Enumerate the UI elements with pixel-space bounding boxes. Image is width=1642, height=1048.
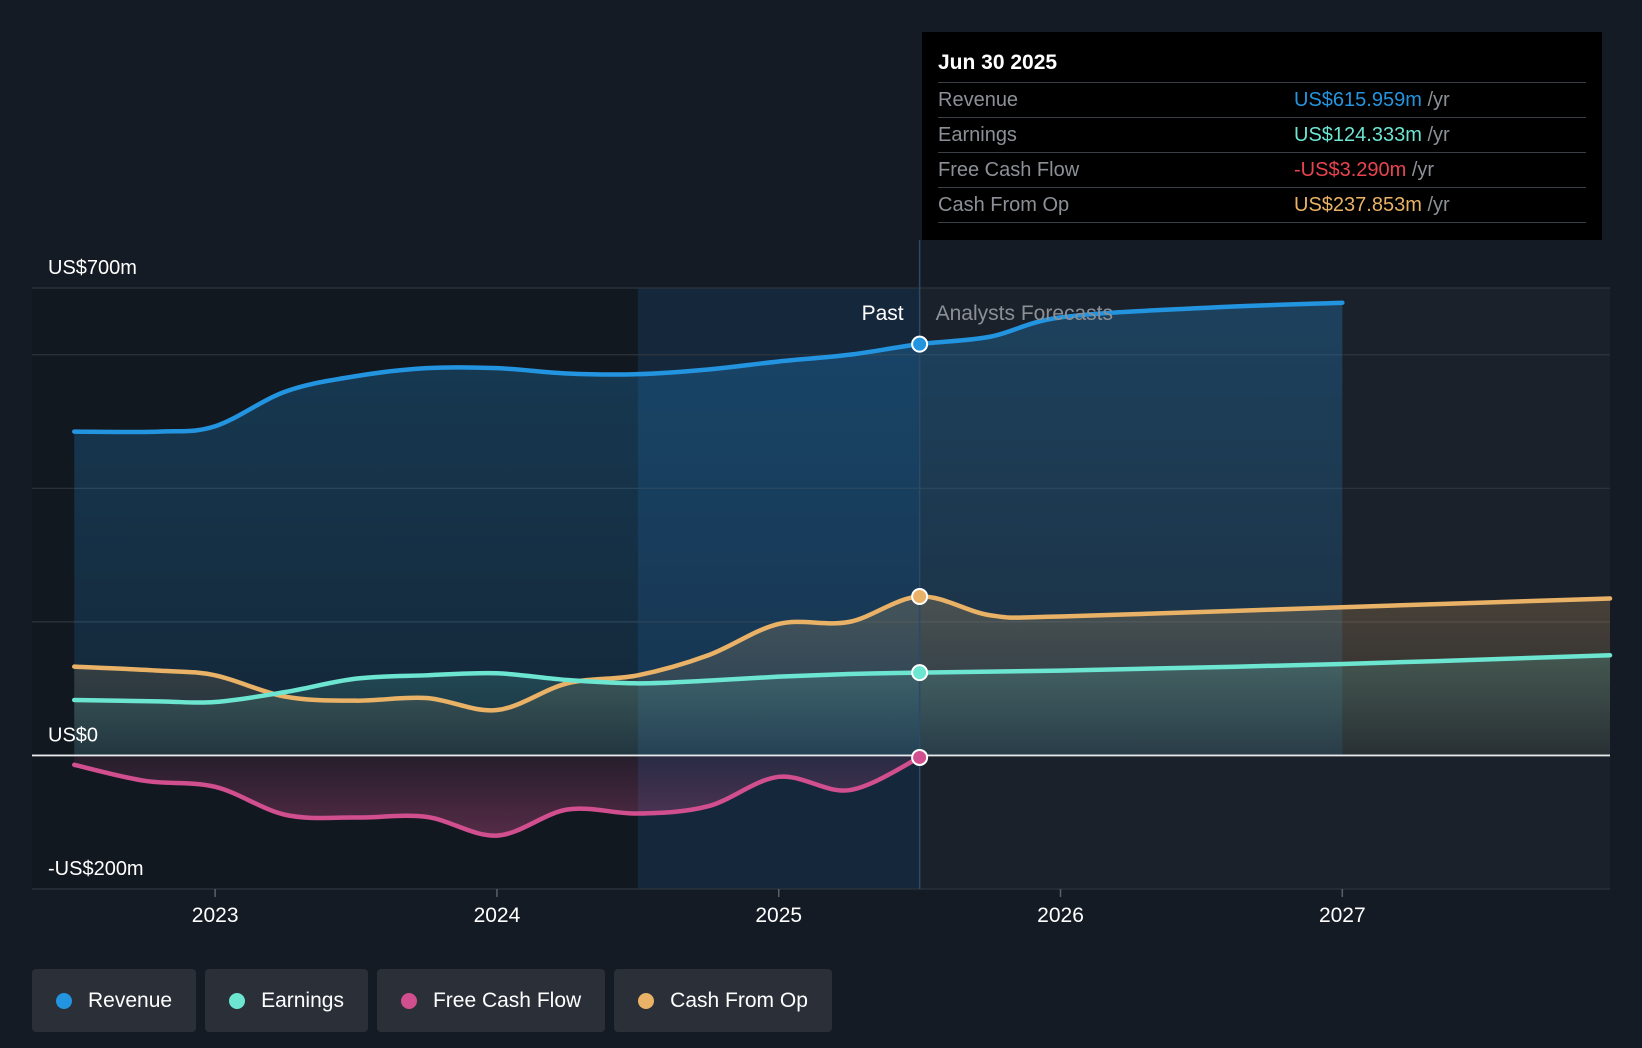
marker-free-cash-flow: [911, 748, 929, 766]
tooltip-label: Revenue: [938, 89, 1019, 111]
y-axis-label: US$700m: [48, 257, 137, 279]
forecast-label: Analysts Forecasts: [936, 302, 1113, 325]
tooltip-unit: /yr: [1411, 159, 1435, 181]
tooltip-value: US$615.959m: [1294, 89, 1422, 111]
past-label: Past: [862, 302, 904, 325]
area-free-cash-flow: [74, 755, 920, 836]
y-axis-label: -US$200m: [48, 858, 144, 880]
y-axis-label: US$0: [48, 724, 98, 746]
tooltip-row-cash-from-op: Cash From Op US$237.853m /yr: [938, 188, 1586, 223]
area-earnings: [74, 655, 1611, 756]
tooltip-row-free-cash-flow: Free Cash Flow -US$3.290m /yr: [938, 153, 1586, 188]
tooltip-label: Cash From Op: [938, 194, 1070, 216]
x-axis-label: 2023: [192, 904, 239, 927]
x-axis-label: 2027: [1319, 904, 1366, 927]
tooltip-value: US$124.333m: [1294, 124, 1422, 146]
x-axis-label: 2025: [755, 904, 802, 927]
series-line-cash-from-op: [72, 594, 1613, 713]
legend-label: Earnings: [261, 988, 344, 1012]
legend-item-earnings[interactable]: Earnings: [205, 969, 368, 1032]
tooltip-label: Earnings: [938, 124, 1017, 146]
legend-dot-icon: [56, 992, 72, 1009]
tooltip-value: US$237.853m: [1294, 194, 1422, 216]
tooltip-row-earnings: Earnings US$124.333m /yr: [938, 118, 1586, 153]
legend-dot-icon: [638, 992, 655, 1009]
legend-label: Free Cash Flow: [432, 988, 582, 1012]
tooltip: Jun 30 2025 Revenue US$615.959m /yr Earn…: [922, 32, 1602, 240]
legend-item-cash-from-op[interactable]: Cash From Op: [614, 969, 832, 1032]
legend-dot-icon: [400, 992, 417, 1009]
marker-cash-from-op: [911, 588, 929, 606]
x-axis-label: 2026: [1037, 904, 1084, 927]
legend-label: Revenue: [88, 988, 173, 1012]
tooltip-date: Jun 30 2025: [938, 48, 1586, 83]
legend: Revenue Earnings Free Cash Flow Cash Fro…: [32, 969, 832, 1032]
tooltip-row-revenue: Revenue US$615.959m /yr: [938, 83, 1586, 118]
tooltip-unit: /yr: [1427, 194, 1450, 216]
series-line-earnings: [72, 653, 1613, 705]
legend-label: Cash From Op: [670, 988, 808, 1012]
legend-item-free-cash-flow[interactable]: Free Cash Flow: [376, 969, 606, 1032]
legend-item-revenue[interactable]: Revenue: [32, 969, 197, 1032]
series-line-revenue: [72, 300, 1345, 435]
x-axis-label: 2024: [474, 904, 521, 927]
tooltip-value: -US$3.290m: [1294, 159, 1407, 181]
tooltip-label: Free Cash Flow: [938, 159, 1080, 181]
series-line-free-cash-flow: [72, 755, 922, 838]
tooltip-unit: /yr: [1427, 124, 1450, 146]
marker-revenue: [911, 335, 929, 353]
marker-earnings: [911, 664, 929, 682]
legend-dot-icon: [229, 992, 246, 1009]
tooltip-unit: /yr: [1427, 89, 1450, 111]
